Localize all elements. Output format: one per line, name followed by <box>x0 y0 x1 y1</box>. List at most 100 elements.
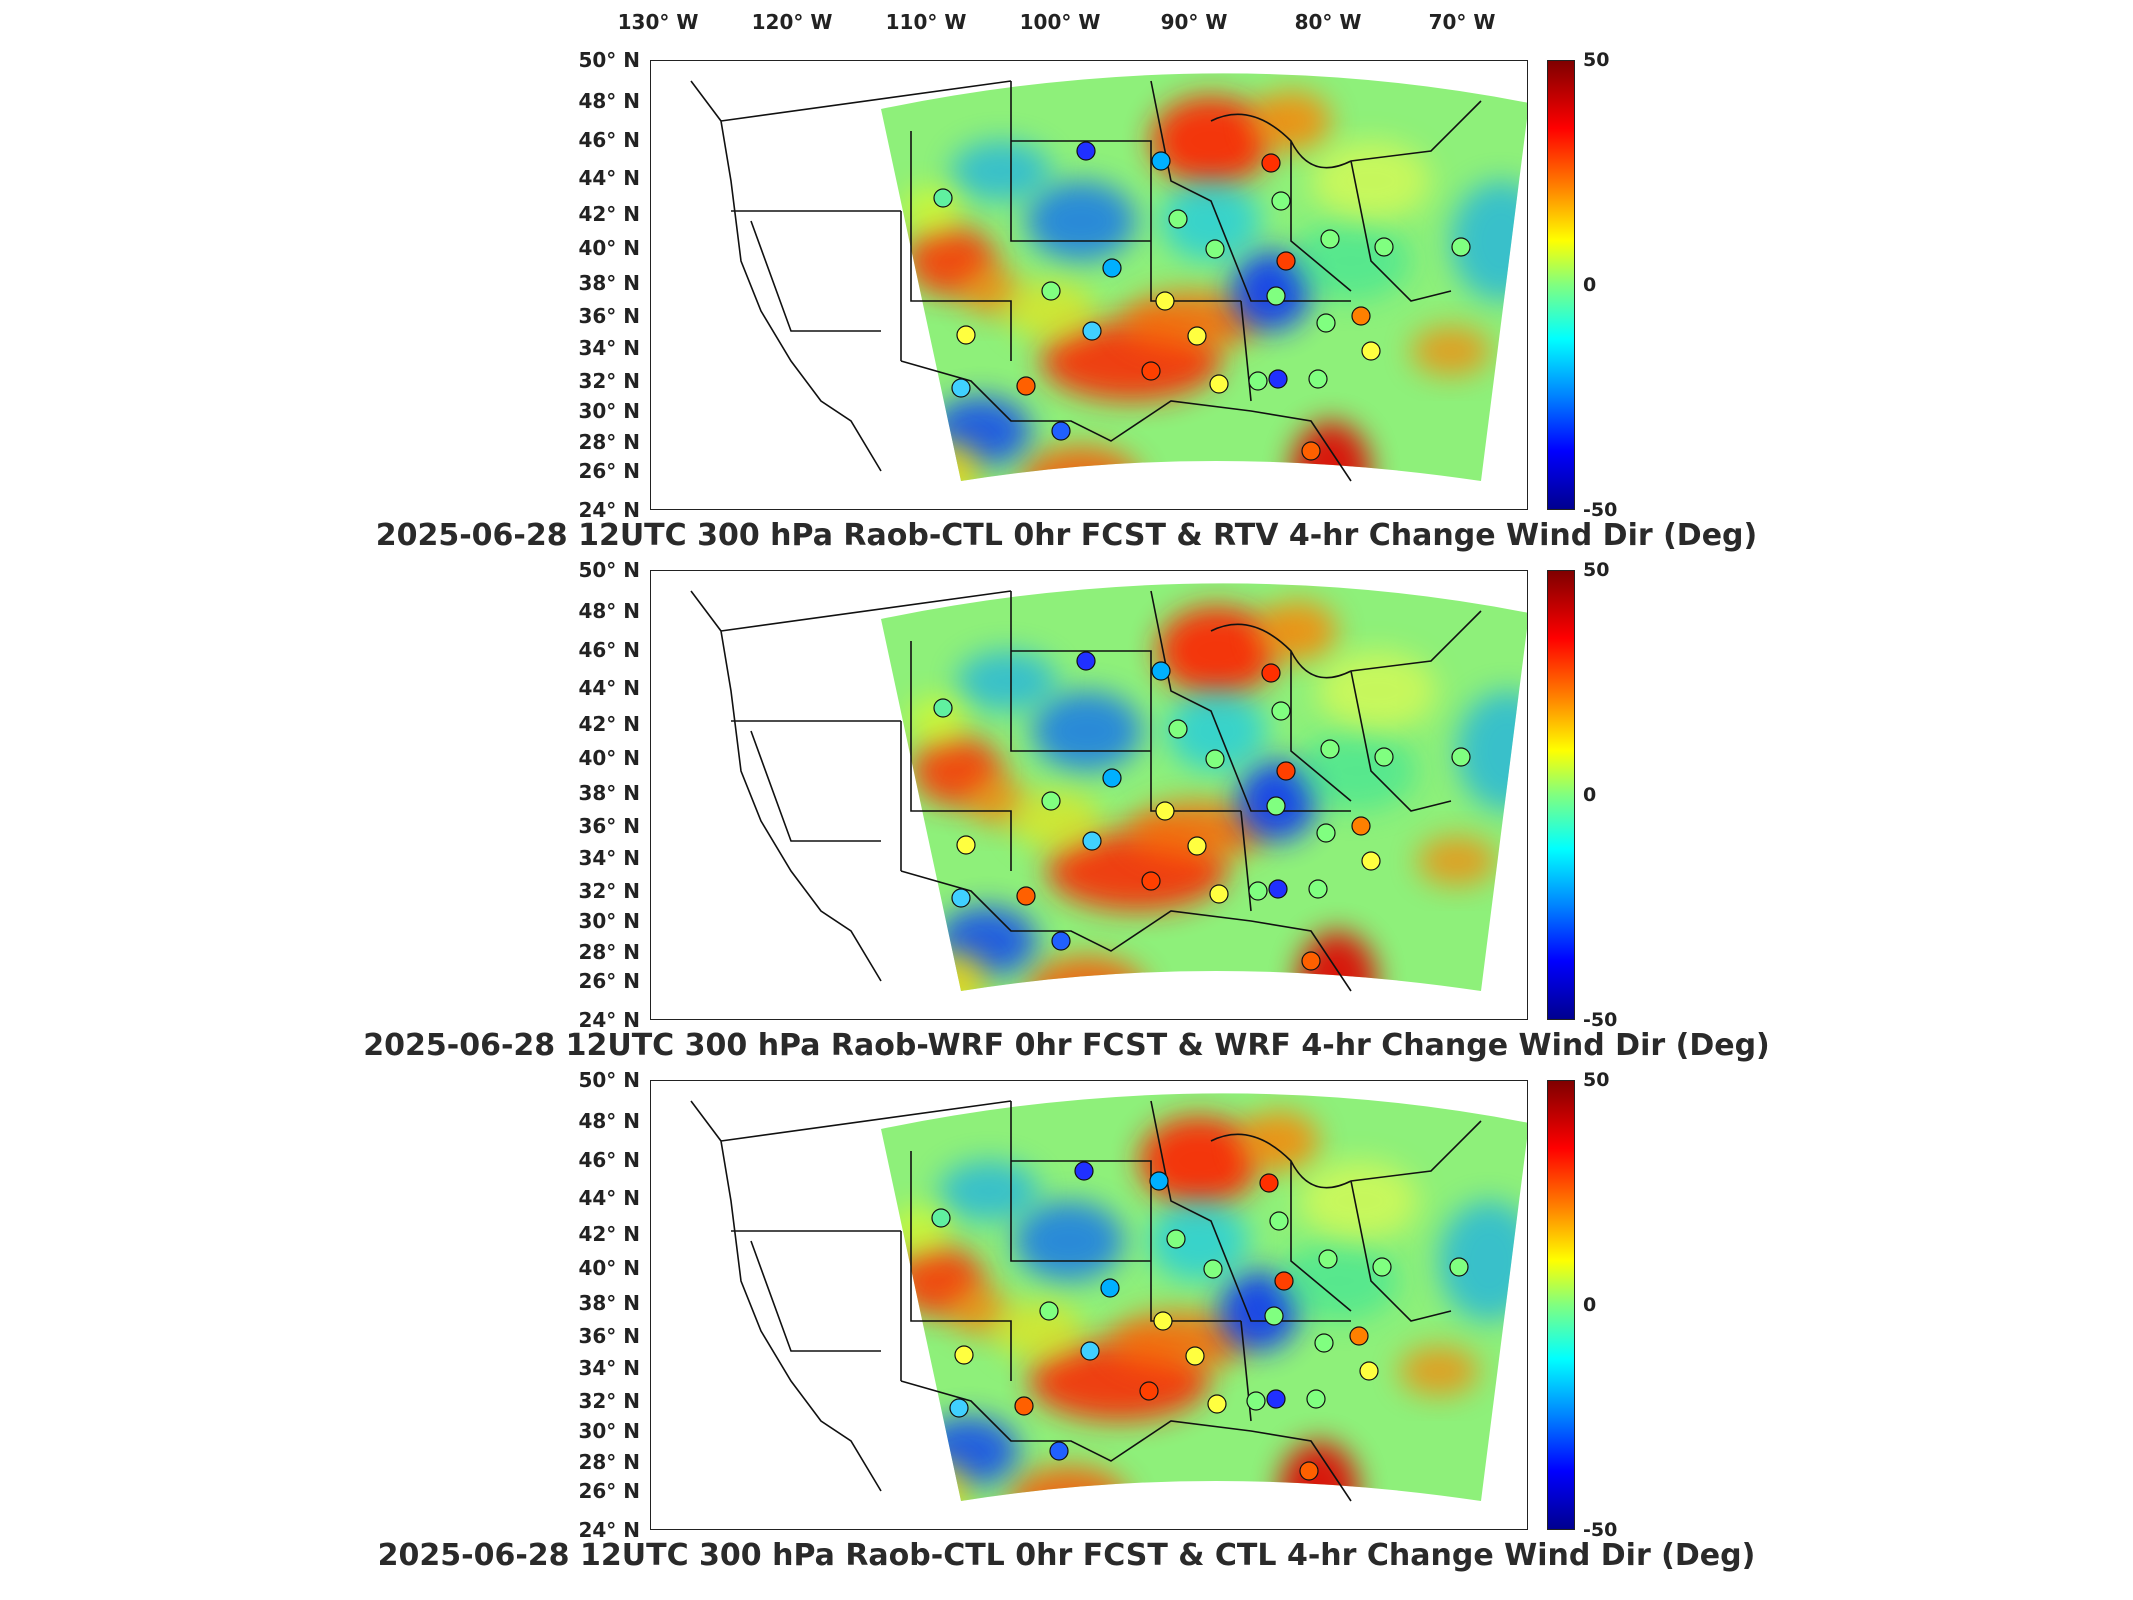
lat-label: 46° N <box>578 128 640 152</box>
raob-station-marker <box>1451 237 1471 257</box>
lat-label: 40° N <box>578 236 640 260</box>
lat-label: 24° N <box>578 1518 640 1542</box>
wind-direction-field <box>881 73 1527 482</box>
lat-label: 26° N <box>578 1479 640 1503</box>
raob-station-marker <box>1039 1301 1059 1321</box>
raob-station-marker <box>1051 931 1071 951</box>
lat-label: 46° N <box>578 638 640 662</box>
colorbar-tick-label: 50 <box>1583 49 1610 71</box>
lat-label: 34° N <box>578 846 640 870</box>
raob-station-marker <box>1185 1346 1205 1366</box>
raob-station-marker <box>1320 739 1340 759</box>
lat-label: 26° N <box>578 969 640 993</box>
raob-station-marker <box>1082 831 1102 851</box>
raob-station-marker <box>1014 1396 1034 1416</box>
raob-station-marker <box>1207 1394 1227 1414</box>
colorbar-tick-label: 50 <box>1583 559 1610 581</box>
raob-station-marker <box>1301 441 1321 461</box>
lat-label: 42° N <box>578 712 640 736</box>
lat-label: 28° N <box>578 940 640 964</box>
raob-station-marker <box>949 1398 969 1418</box>
lon-label: 130° W <box>617 10 699 34</box>
raob-station-marker <box>1314 1333 1334 1353</box>
raob-station-marker <box>1153 1311 1173 1331</box>
lat-label: 38° N <box>578 271 640 295</box>
lat-label: 36° N <box>578 1324 640 1348</box>
lat-label: 48° N <box>578 89 640 113</box>
raob-station-marker <box>1102 258 1122 278</box>
raob-station-marker <box>1449 1257 1469 1277</box>
raob-station-marker <box>1261 663 1281 683</box>
raob-station-marker <box>1076 651 1096 671</box>
map-plot <box>650 570 1528 1020</box>
raob-station-marker <box>1041 281 1061 301</box>
raob-station-marker <box>1359 1361 1379 1381</box>
raob-station-marker <box>1149 1171 1169 1191</box>
raob-station-marker <box>1141 871 1161 891</box>
latitude-axis: 50° N 48° N 46° N 44° N 42° N 40° N 38° N 36° N… <box>560 558 640 1032</box>
raob-station-marker <box>1374 747 1394 767</box>
raob-station-marker <box>1151 661 1171 681</box>
lat-label: 34° N <box>578 336 640 360</box>
raob-station-marker <box>1320 229 1340 249</box>
colorbar-tick-label: 0 <box>1583 784 1597 806</box>
raob-station-marker <box>1074 1161 1094 1181</box>
lon-label: 100° W <box>1019 10 1101 34</box>
latitude-axis: 50° N 48° N 46° N 44° N 42° N 40° N 38° N 36° N… <box>560 48 640 522</box>
lat-label: 38° N <box>578 1291 640 1315</box>
raob-station-marker <box>1168 719 1188 739</box>
lat-label: 32° N <box>578 369 640 393</box>
raob-station-marker <box>1301 951 1321 971</box>
panel-title: 2025-06-28 12UTC 300 hPa Raob-WRF 0hr FC… <box>363 1028 1770 1063</box>
raob-station-marker <box>1276 251 1296 271</box>
lat-label: 42° N <box>578 202 640 226</box>
map-panel: 50° N 48° N 46° N 44° N 42° N 40° N 38° N 36° N… <box>0 48 2133 570</box>
lon-label: 90° W <box>1160 10 1228 34</box>
raob-station-marker <box>1209 884 1229 904</box>
raob-station-marker <box>1141 361 1161 381</box>
raob-station-marker <box>951 888 971 908</box>
raob-station-marker <box>1139 1381 1159 1401</box>
colorbar-tick-label: -50 <box>1583 1519 1618 1541</box>
state-boundaries <box>690 80 1482 482</box>
colorbar-tick-label: 0 <box>1583 274 1597 296</box>
raob-station-marker <box>1051 421 1071 441</box>
raob-station-marker <box>1372 1257 1392 1277</box>
panel-title: 2025-06-28 12UTC 300 hPa Raob-CTL 0hr FC… <box>375 518 1758 553</box>
map-plot <box>650 1080 1528 1530</box>
raob-station-marker <box>1271 701 1291 721</box>
raob-station-marker <box>1351 306 1371 326</box>
lat-label: 30° N <box>578 909 640 933</box>
lat-label: 50° N <box>578 1068 640 1092</box>
lat-label: 36° N <box>578 814 640 838</box>
lat-label: 42° N <box>578 1222 640 1246</box>
raob-station-marker <box>1248 881 1268 901</box>
raob-station-marker <box>1266 286 1286 306</box>
lat-label: 28° N <box>578 1450 640 1474</box>
raob-station-marker <box>1271 191 1291 211</box>
raob-station-marker <box>1155 291 1175 311</box>
raob-station-marker <box>1205 239 1225 259</box>
lat-label: 44° N <box>578 1186 640 1210</box>
raob-station-marker <box>1100 1278 1120 1298</box>
raob-station-marker <box>1306 1389 1326 1409</box>
raob-station-marker <box>1203 1259 1223 1279</box>
raob-station-marker <box>956 325 976 345</box>
raob-station-marker <box>1259 1173 1279 1193</box>
lat-label: 50° N <box>578 48 640 72</box>
raob-station-marker <box>1168 209 1188 229</box>
colorbar-tick-label: 0 <box>1583 1294 1597 1316</box>
colorbar <box>1547 60 1575 510</box>
lat-label: 46° N <box>578 1148 640 1172</box>
map-panel: 50° N 48° N 46° N 44° N 42° N 40° N 38° N 36° N… <box>0 1068 2133 1590</box>
lat-label: 50° N <box>578 558 640 582</box>
raob-station-marker <box>1261 153 1281 173</box>
raob-station-marker <box>1209 374 1229 394</box>
raob-station-marker <box>1187 836 1207 856</box>
longitude-axis: 130° W 120° W 110° W 100° W 90° W 80° W … <box>0 4 2133 40</box>
raob-station-marker <box>1316 313 1336 333</box>
colorbar-tick-label: -50 <box>1583 1009 1618 1031</box>
raob-station-marker <box>1349 1326 1369 1346</box>
raob-station-marker <box>1205 749 1225 769</box>
raob-station-marker <box>1049 1441 1069 1461</box>
